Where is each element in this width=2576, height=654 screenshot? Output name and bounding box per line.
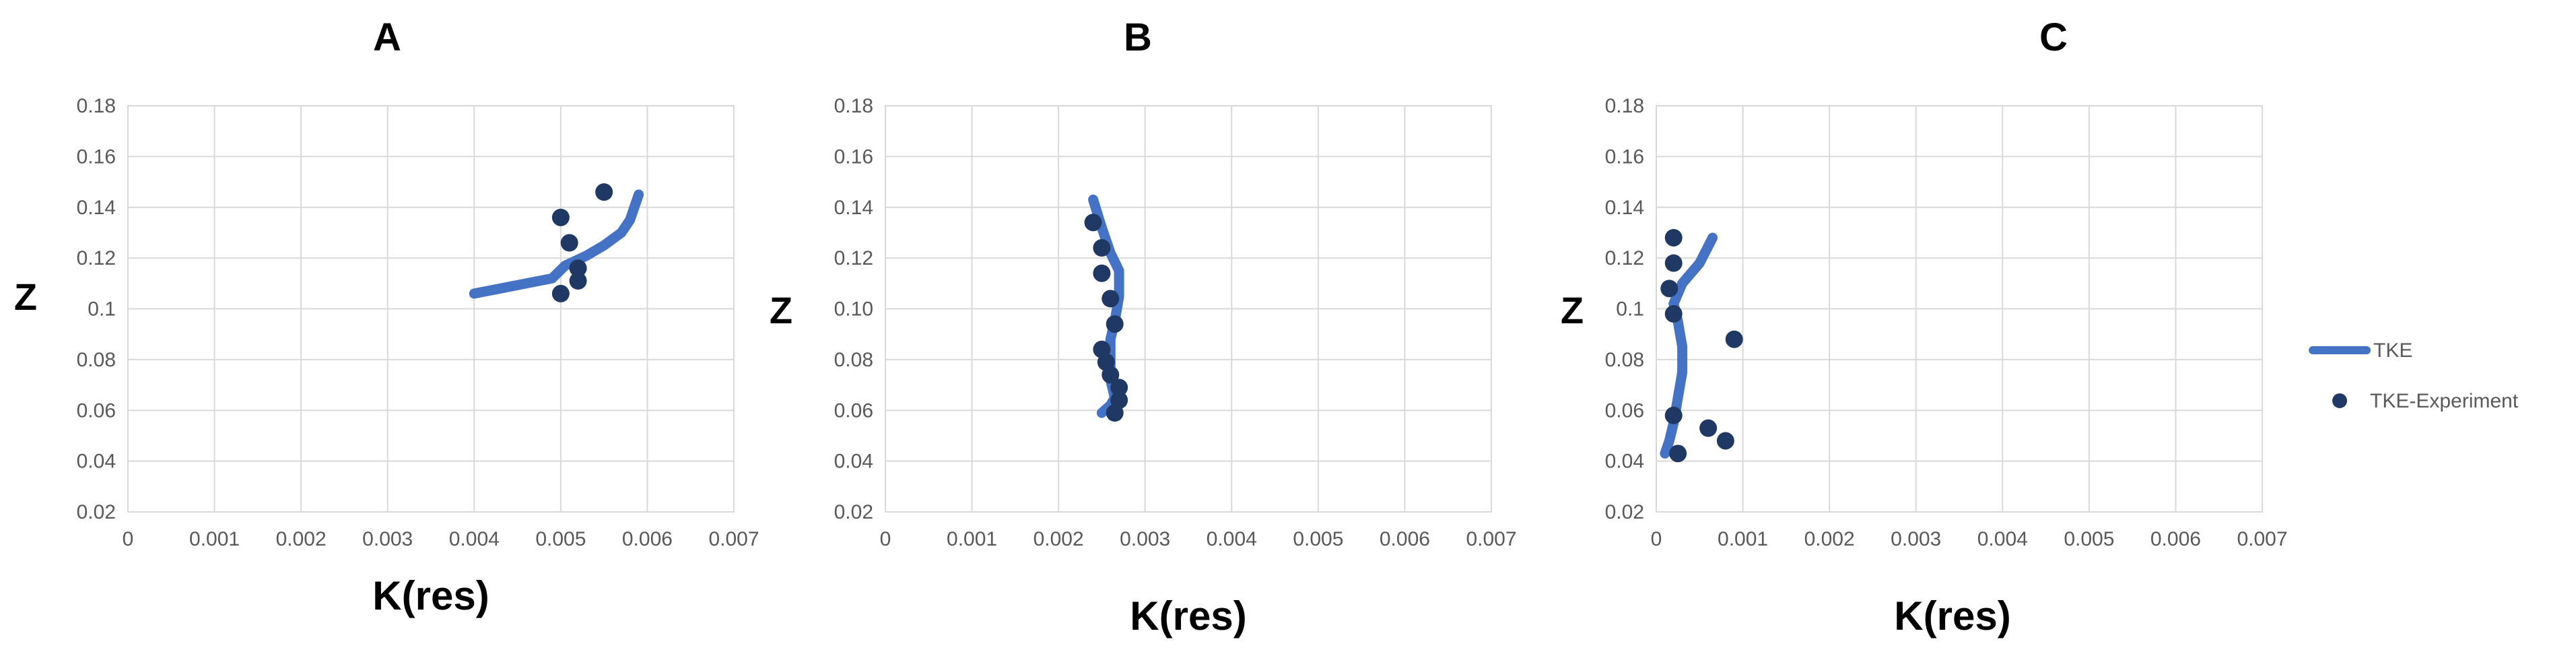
x-tick-label: 0.006 — [1380, 528, 1430, 550]
data-point-tke-experiment — [1093, 239, 1111, 257]
y-axis-label: Z — [1561, 289, 1584, 331]
x-tick-label: 0.006 — [622, 528, 673, 550]
x-tick-label: 0.006 — [2150, 528, 2201, 550]
x-tick-label: 0.007 — [2237, 528, 2287, 550]
y-tick-label: 0.12 — [1605, 247, 1644, 269]
chart-panel-b: 0.02 0.04 0.06 0.08 0.10 0.12 0.14 0.16 0.18 0 0.0… — [770, 15, 1517, 639]
y-tick-label: 0.1 — [1616, 298, 1644, 321]
x-tick-label: 0.007 — [1466, 528, 1516, 550]
x-tick-label: 0.001 — [947, 528, 997, 550]
y-tick-label: 0.14 — [1605, 197, 1644, 219]
data-point-tke-experiment — [1664, 406, 1683, 424]
x-tick-label: 0.004 — [449, 528, 500, 550]
data-point-tke-experiment — [1093, 264, 1111, 282]
x-tick-label: 0 — [880, 528, 891, 550]
data-point-tke-experiment — [1664, 254, 1683, 272]
data-point-tke-experiment — [1110, 379, 1128, 397]
data-point-tke-experiment — [1725, 330, 1743, 348]
data-point-tke-experiment — [1660, 280, 1679, 298]
y-tick-label: 0.12 — [77, 247, 116, 269]
y-tick-label: 0.06 — [1605, 399, 1644, 422]
y-tick-label: 0.16 — [77, 145, 116, 168]
y-tick-label: 0.04 — [1605, 451, 1644, 473]
legend-label: TKE-Experiment — [2370, 390, 2519, 412]
y-tick-label: 0.02 — [77, 501, 116, 523]
x-tick-label: 0.004 — [1207, 528, 1257, 550]
legend: TKE TKE-Experiment — [2309, 339, 2519, 412]
chart-panel-a: 0.02 0.04 0.06 0.08 0.1 0.12 0.14 0.16 0.18 0 0.00… — [14, 15, 759, 618]
x-tick-label: 0.001 — [1718, 528, 1768, 550]
x-tick-label: 0.007 — [708, 528, 759, 550]
y-tick-label: 0.06 — [834, 399, 873, 422]
chart-panel-c: 0.02 0.04 0.06 0.08 0.1 0.12 0.14 0.16 0.18 0 0.00… — [1561, 15, 2288, 639]
x-tick-label: 0.002 — [1033, 528, 1084, 550]
x-tick-label: 0.003 — [362, 528, 413, 550]
x-tick-label: 0.001 — [189, 528, 240, 550]
data-point-tke-experiment — [1101, 366, 1120, 384]
x-tick-label: 0 — [123, 528, 134, 550]
y-tick-label: 0.08 — [1605, 349, 1644, 371]
y-tick-label: 0.08 — [77, 349, 116, 371]
y-tick-label: 0.14 — [77, 197, 116, 219]
y-tick-label: 0.14 — [834, 197, 873, 219]
y-tick-label: 0.12 — [834, 247, 873, 269]
series-line-tke — [1660, 232, 1718, 459]
y-tick-label: 0.18 — [1605, 95, 1644, 117]
y-axis-label: Z — [14, 275, 37, 318]
y-tick-label: 0.1 — [88, 298, 116, 321]
data-point-tke-experiment — [1699, 419, 1718, 437]
chart-title: A — [373, 15, 401, 59]
data-point-tke-experiment — [1669, 445, 1687, 463]
plot-area — [885, 105, 1492, 513]
plot-area — [127, 105, 735, 513]
x-tick-label: 0.002 — [276, 528, 327, 550]
data-point-tke-experiment — [1084, 214, 1102, 232]
series-line-tke — [469, 189, 644, 299]
y-tick-label: 0.16 — [834, 145, 873, 168]
x-tick-label: 0.003 — [1891, 528, 1941, 550]
data-point-tke-experiment — [1106, 315, 1124, 333]
data-point-tke-experiment — [569, 272, 587, 290]
y-tick-label: 0.04 — [77, 451, 116, 473]
x-tick-label: 0.004 — [1977, 528, 2028, 550]
y-tick-label: 0.04 — [834, 451, 873, 473]
y-tick-label: 0.02 — [834, 501, 873, 523]
data-point-tke-experiment — [1664, 228, 1683, 247]
x-tick-label: 0.005 — [2064, 528, 2114, 550]
data-point-tke-experiment — [551, 284, 570, 302]
y-tick-label: 0.18 — [834, 95, 873, 117]
y-tick-label: 0.10 — [834, 298, 873, 321]
data-point-tke-experiment — [1716, 432, 1734, 450]
x-tick-label: 0.005 — [1293, 528, 1343, 550]
y-tick-label: 0.18 — [77, 95, 116, 117]
data-point-tke-experiment — [1664, 305, 1683, 323]
chart-title: B — [1124, 15, 1152, 59]
x-axis-label: K(res) — [1894, 593, 2010, 639]
data-point-tke-experiment — [595, 183, 613, 201]
data-point-tke-experiment — [1101, 290, 1120, 308]
plot-area — [1656, 105, 2263, 513]
data-point-tke-experiment — [569, 259, 587, 277]
y-tick-label: 0.02 — [1605, 501, 1644, 523]
chart-title: C — [2039, 15, 2068, 59]
x-tick-label: 0.003 — [1120, 528, 1170, 550]
data-point-tke-experiment — [551, 208, 570, 226]
y-tick-label: 0.08 — [834, 349, 873, 371]
x-tick-label: 0.005 — [535, 528, 586, 550]
y-tick-label: 0.16 — [1605, 145, 1644, 168]
x-tick-label: 0 — [1651, 528, 1662, 550]
y-tick-label: 0.06 — [77, 399, 116, 422]
data-point-tke-experiment — [1106, 404, 1124, 422]
x-axis-label: K(res) — [372, 573, 489, 618]
data-point-tke-experiment — [560, 234, 578, 252]
y-axis-label: Z — [770, 289, 792, 331]
x-tick-label: 0.002 — [1804, 528, 1855, 550]
legend-swatch-marker — [2332, 393, 2347, 408]
legend-label: TKE — [2373, 339, 2412, 362]
x-axis-label: K(res) — [1130, 593, 1246, 639]
